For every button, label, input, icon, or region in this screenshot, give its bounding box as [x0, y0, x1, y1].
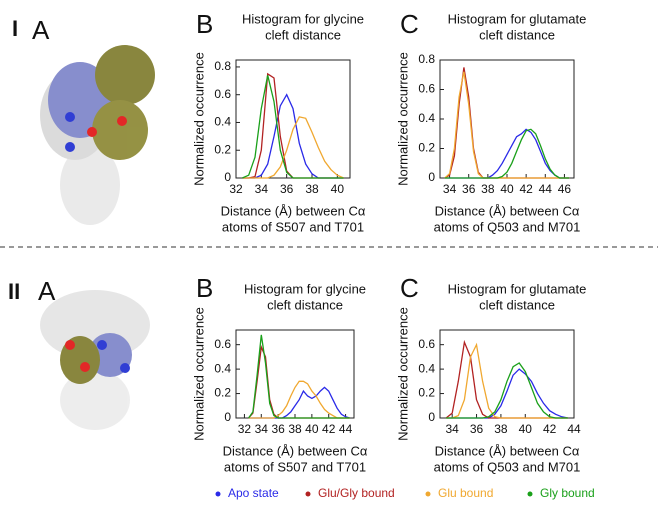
histogram-line	[446, 368, 569, 419]
x-tick-label: 36	[271, 422, 285, 436]
row-label: II	[8, 279, 20, 304]
row-label: I	[12, 16, 18, 41]
chart-title: Histogram for glutamate	[448, 11, 587, 26]
y-axis-label: Normalized occurrence	[395, 52, 410, 186]
histogram-line	[444, 71, 570, 179]
y-tick-label: 0.8	[214, 59, 231, 73]
structure-image	[40, 290, 150, 430]
y-axis-label: Normalized occurrence	[395, 307, 410, 441]
legend-marker	[215, 491, 221, 497]
panel-label: C	[400, 273, 419, 303]
x-tick-label: 36	[462, 182, 476, 196]
y-tick-label: 0.2	[214, 386, 231, 400]
y-tick-label: 0	[428, 410, 435, 424]
x-tick-label: 34	[443, 182, 457, 196]
x-axis-label: atoms of Q503 and M701	[434, 219, 581, 234]
histogram-line	[248, 380, 350, 419]
histogram-line	[242, 72, 344, 179]
histogram-line	[242, 75, 344, 179]
y-tick-label: 0.2	[418, 386, 435, 400]
x-tick-label: 40	[331, 182, 345, 196]
x-tick-label: 34	[255, 422, 269, 436]
x-tick-label: 34	[446, 422, 460, 436]
y-tick-label: 0.2	[418, 141, 435, 155]
y-axis-label: Normalized occurrence	[191, 307, 206, 441]
y-tick-label: 0	[224, 170, 231, 184]
x-tick-label: 46	[558, 182, 572, 196]
y-tick-label: 0	[428, 170, 435, 184]
chart-title: Histogram for glycine	[244, 281, 366, 296]
chart-title: cleft distance	[479, 297, 555, 312]
histogram-line	[444, 67, 570, 179]
x-tick-label: 44	[567, 422, 581, 436]
panel-label: B	[196, 273, 213, 303]
x-tick-label: 42	[519, 182, 533, 196]
x-tick-label: 42	[543, 422, 557, 436]
panel-label: A	[32, 15, 50, 45]
x-tick-label: 32	[229, 182, 243, 196]
chart-title: Histogram for glycine	[242, 11, 364, 26]
x-axis-label: Distance (Å) between Cα	[223, 443, 368, 458]
y-tick-label: 0.2	[214, 142, 231, 156]
plot-frame	[439, 329, 575, 419]
histogram-line	[248, 334, 350, 419]
chart-title: Histogram for glutamate	[448, 281, 587, 296]
panel-label: B	[196, 9, 213, 39]
x-axis-label: atoms of S507 and T701	[222, 219, 364, 234]
y-tick-label: 0.4	[418, 111, 435, 125]
chart-title: cleft distance	[267, 297, 343, 312]
panel-label: A	[38, 276, 56, 306]
x-axis-label: atoms of S507 and T701	[224, 459, 366, 474]
x-tick-label: 44	[539, 182, 553, 196]
y-tick-label: 0	[224, 410, 231, 424]
y-tick-label: 0.4	[418, 361, 435, 375]
plot-frame	[235, 59, 351, 179]
x-tick-label: 38	[481, 182, 495, 196]
chart-title: cleft distance	[479, 27, 555, 42]
legend-marker	[527, 491, 533, 497]
x-tick-label: 40	[500, 182, 514, 196]
x-tick-label: 38	[494, 422, 508, 436]
legend-marker	[305, 491, 311, 497]
y-tick-label: 0.6	[418, 82, 435, 96]
x-axis-label: Distance (Å) between Cα	[435, 443, 580, 458]
x-axis-label: Distance (Å) between Cα	[435, 203, 580, 218]
histogram-line	[242, 116, 344, 179]
y-tick-label: 0.8	[418, 52, 435, 66]
histogram-line	[444, 128, 570, 179]
x-tick-label: 38	[288, 422, 302, 436]
plot-frame	[439, 59, 575, 179]
legend-label: Gly bound	[540, 486, 595, 500]
legend-marker	[425, 491, 431, 497]
chart-title: cleft distance	[265, 27, 341, 42]
x-tick-label: 40	[519, 422, 533, 436]
x-tick-label: 36	[470, 422, 484, 436]
y-tick-label: 0.6	[214, 87, 231, 101]
histogram-line	[248, 386, 350, 419]
y-tick-label: 0.4	[214, 115, 231, 129]
histogram-line	[446, 342, 568, 419]
x-tick-label: 40	[305, 422, 319, 436]
y-tick-label: 0.6	[418, 337, 435, 351]
y-tick-label: 0.6	[214, 337, 231, 351]
x-axis-label: atoms of Q503 and M701	[434, 459, 581, 474]
legend-label: Apo state	[228, 486, 279, 500]
histogram-line	[248, 344, 350, 419]
histogram-line	[446, 362, 568, 419]
x-tick-label: 42	[322, 422, 336, 436]
y-axis-label: Normalized occurrence	[191, 52, 206, 186]
x-tick-label: 44	[339, 422, 353, 436]
legend-label: Glu/Gly bound	[318, 486, 395, 500]
structure-image	[40, 45, 155, 225]
x-tick-label: 36	[280, 182, 294, 196]
y-tick-label: 0.4	[214, 361, 231, 375]
x-tick-label: 32	[238, 422, 252, 436]
panel-label: C	[400, 9, 419, 39]
x-axis-label: Distance (Å) between Cα	[221, 203, 366, 218]
legend-label: Glu bound	[438, 486, 493, 500]
x-tick-label: 34	[255, 182, 269, 196]
x-tick-label: 38	[305, 182, 319, 196]
